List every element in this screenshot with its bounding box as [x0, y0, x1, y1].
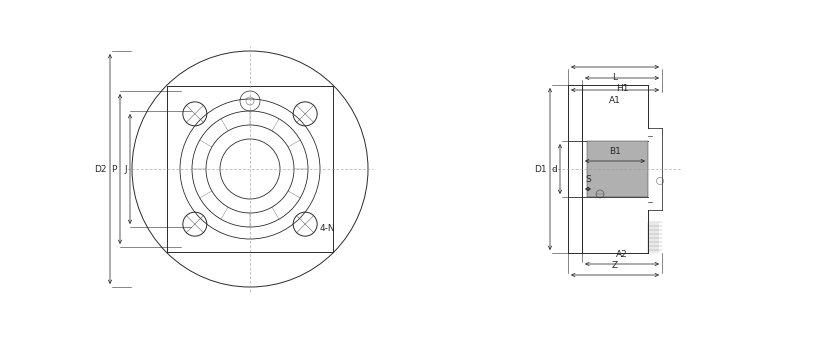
Text: P: P [112, 165, 117, 173]
Text: D1: D1 [534, 165, 547, 173]
Text: H1: H1 [616, 84, 628, 93]
Text: L: L [613, 73, 618, 82]
Text: 4-N: 4-N [319, 224, 335, 233]
Text: B1: B1 [609, 147, 621, 156]
Text: Z: Z [612, 261, 618, 270]
Text: J: J [124, 165, 127, 173]
Text: A2: A2 [616, 250, 628, 259]
Text: A1: A1 [609, 96, 621, 105]
Text: S: S [585, 175, 591, 184]
Text: d: d [552, 165, 557, 173]
Text: D2: D2 [95, 165, 107, 173]
Bar [587, 141, 648, 197]
